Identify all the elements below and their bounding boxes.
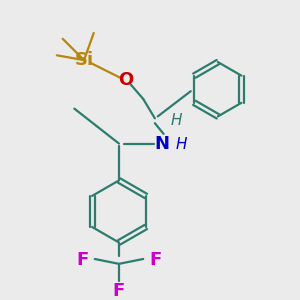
Text: Si: Si [74, 51, 94, 69]
Text: F: F [113, 282, 125, 300]
Text: N: N [154, 135, 169, 153]
Text: H: H [175, 137, 187, 152]
Text: F: F [150, 251, 162, 269]
Text: H: H [170, 113, 182, 128]
Text: O: O [118, 70, 134, 88]
Text: F: F [76, 251, 88, 269]
